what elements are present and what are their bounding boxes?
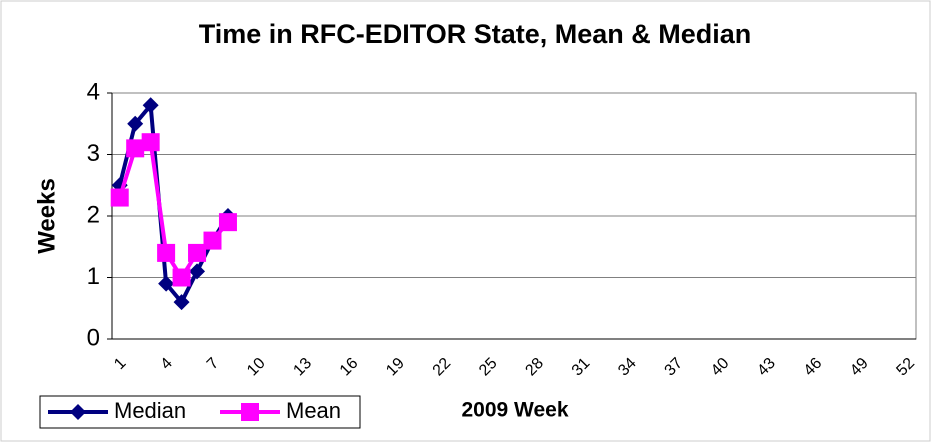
y-tick-label: 2 [87,201,100,228]
legend-marker [241,403,259,421]
data-point [172,268,191,287]
data-point [158,275,175,292]
y-axis-label: Weeks [33,178,60,254]
data-point [218,213,237,232]
data-point [141,133,160,152]
legend-label: Median [114,398,186,423]
data-point [203,231,222,250]
legend-label: Mean [286,398,341,423]
chart-title: Time in RFC-EDITOR State, Mean & Median [199,19,752,49]
data-point [173,294,190,311]
data-point [126,139,145,158]
x-axis-label: 2009 Week [461,399,568,422]
y-tick-label: 4 [87,78,100,105]
data-point [188,243,207,262]
legend-marker [70,404,86,420]
y-tick-label: 3 [87,140,100,167]
data-point [142,97,159,114]
y-tick-label: 0 [87,324,100,351]
data-point [127,115,144,132]
data-point [110,188,129,207]
data-point [189,263,206,280]
y-tick-label: 1 [87,263,100,290]
data-point [157,243,176,262]
